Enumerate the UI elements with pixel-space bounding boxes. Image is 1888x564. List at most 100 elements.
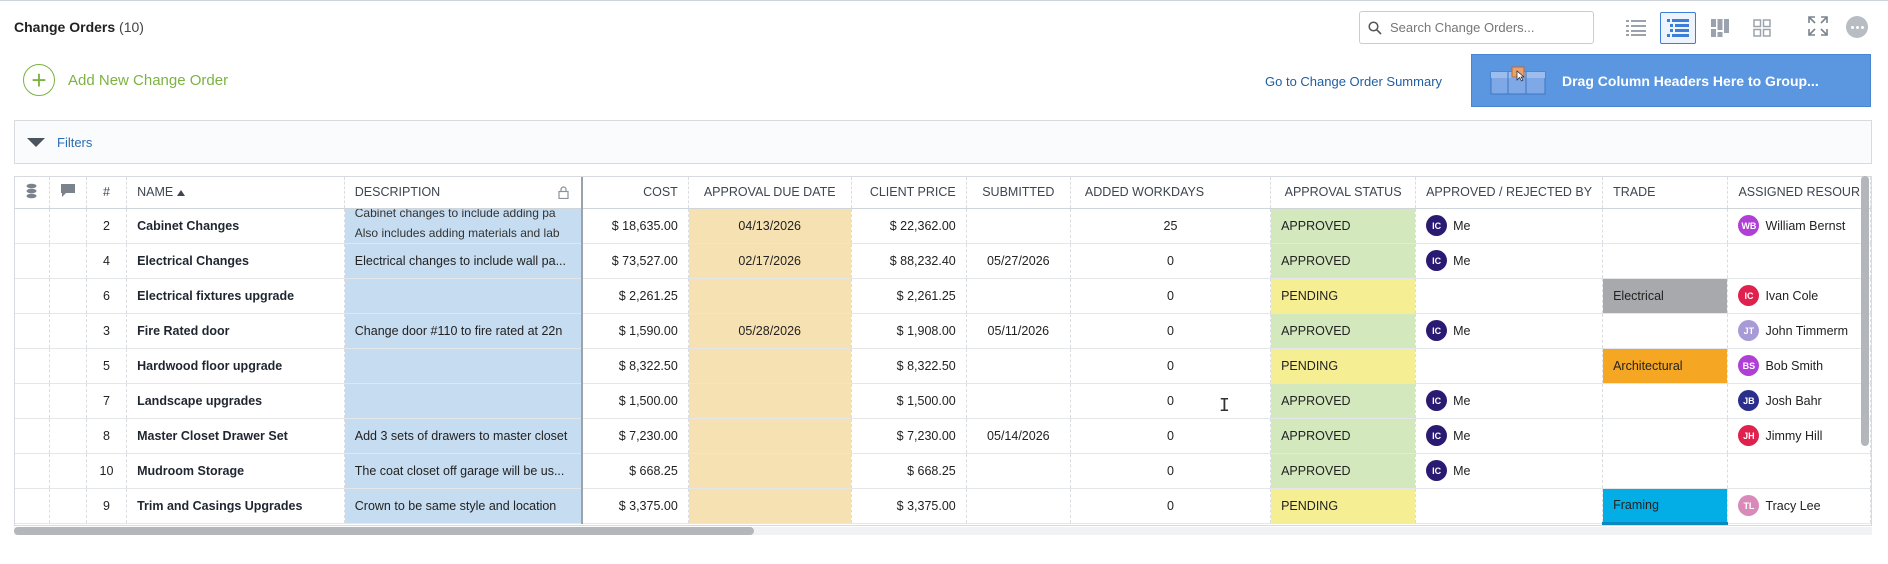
column-header-approved-rejected-by[interactable]: APPROVED / REJECTED BY: [1415, 177, 1604, 209]
table-row[interactable]: 3 Fire Rated door Change door #110 to fire…: [15, 313, 1871, 349]
client-price-cell[interactable]: $ 1,500.00: [851, 383, 967, 419]
client-price-cell[interactable]: $ 1,908.00: [851, 313, 967, 349]
name-cell[interactable]: Mudroom Storage: [126, 453, 345, 489]
list-view-button[interactable]: [1618, 12, 1654, 44]
trade-cell[interactable]: Framing: [1602, 488, 1729, 525]
description-cell[interactable]: The coat closet off garage will be us...: [344, 453, 583, 489]
description-cell[interactable]: Electrical changes to include wall pa...: [344, 243, 583, 279]
approval-due-date-cell[interactable]: [688, 453, 852, 489]
name-cell[interactable]: Electrical Changes: [126, 243, 345, 279]
assigned-resource-cell[interactable]: IC Ivan Cole: [1727, 278, 1871, 314]
comment-cell[interactable]: [49, 208, 87, 244]
approval-status-cell[interactable]: PENDING: [1270, 278, 1417, 314]
description-cell[interactable]: [344, 383, 583, 419]
description-cell[interactable]: [344, 348, 583, 384]
trade-cell[interactable]: [1602, 453, 1729, 489]
client-price-cell[interactable]: $ 88,232.40: [851, 243, 967, 279]
approval-status-cell[interactable]: APPROVED: [1270, 453, 1417, 489]
column-header-client-price[interactable]: CLIENT PRICE: [851, 177, 967, 209]
added-workdays-cell[interactable]: 0: [1070, 383, 1272, 419]
cost-cell[interactable]: $ 2,261.25: [581, 278, 689, 314]
group-by-drop-zone[interactable]: Drag Column Headers Here to Group...: [1471, 54, 1871, 107]
cost-cell[interactable]: $ 73,527.00: [581, 243, 689, 279]
add-change-order-button[interactable]: + Add New Change Order: [23, 64, 228, 96]
table-row[interactable]: 6 Electrical fixtures upgrade $ 2,261.25 $ …: [15, 278, 1871, 314]
board-view-button[interactable]: [1702, 12, 1738, 44]
submitted-cell[interactable]: 05/14/2026: [966, 418, 1071, 454]
submitted-cell[interactable]: [966, 488, 1071, 524]
approval-due-date-cell[interactable]: [688, 278, 852, 314]
trade-cell[interactable]: [1602, 313, 1729, 349]
cost-cell[interactable]: $ 3,375.00: [581, 488, 689, 524]
description-cell[interactable]: Change door #110 to fire rated at 22n: [344, 313, 583, 349]
comment-cell[interactable]: [49, 488, 87, 524]
submitted-cell[interactable]: [966, 453, 1071, 489]
table-row[interactable]: 7 Landscape upgrades $ 1,500.00 $ 1,500.00 0…: [15, 383, 1871, 419]
added-workdays-cell[interactable]: 0: [1070, 418, 1272, 454]
approved-by-cell[interactable]: [1415, 488, 1604, 524]
table-row[interactable]: 8 Master Closet Drawer Set Add 3 sets of d…: [15, 418, 1871, 454]
comment-cell[interactable]: [49, 383, 87, 419]
approval-status-cell[interactable]: PENDING: [1270, 488, 1417, 524]
approval-status-cell[interactable]: PENDING: [1270, 348, 1417, 384]
comment-cell[interactable]: [49, 278, 87, 314]
approved-by-cell[interactable]: IC Me: [1415, 453, 1604, 489]
table-row[interactable]: 10 Mudroom Storage The coat closet off gar…: [15, 453, 1871, 489]
column-header-approval-status[interactable]: APPROVAL STATUS: [1270, 177, 1417, 209]
added-workdays-cell[interactable]: 0: [1070, 278, 1272, 314]
added-workdays-cell[interactable]: 0: [1070, 313, 1272, 349]
description-cell[interactable]: Cabinet changes to include adding pa Also…: [344, 208, 583, 244]
submitted-cell[interactable]: [966, 278, 1071, 314]
horizontal-scrollbar-track[interactable]: [14, 527, 1872, 535]
change-order-summary-link[interactable]: Go to Change Order Summary: [1265, 74, 1443, 89]
filters-bar[interactable]: Filters: [14, 120, 1872, 164]
approved-by-cell[interactable]: IC Me: [1415, 383, 1604, 419]
approved-by-cell[interactable]: [1415, 278, 1604, 314]
cost-cell[interactable]: $ 1,590.00: [581, 313, 689, 349]
approved-by-cell[interactable]: IC Me: [1415, 313, 1604, 349]
approval-due-date-cell[interactable]: 05/28/2026: [688, 313, 852, 349]
horizontal-scrollbar-thumb[interactable]: [14, 527, 754, 535]
approval-status-cell[interactable]: APPROVED: [1270, 208, 1417, 244]
comment-cell[interactable]: [49, 418, 87, 454]
vertical-scrollbar[interactable]: [1861, 176, 1869, 446]
search-box[interactable]: [1359, 11, 1594, 44]
added-workdays-cell[interactable]: 0: [1070, 453, 1272, 489]
client-price-cell[interactable]: $ 8,322.50: [851, 348, 967, 384]
approval-due-date-cell[interactable]: 02/17/2026: [688, 243, 852, 279]
column-header-indicators[interactable]: [15, 177, 50, 209]
search-input[interactable]: [1390, 20, 1580, 35]
trade-cell[interactable]: [1602, 418, 1729, 454]
assigned-resource-cell[interactable]: [1727, 453, 1871, 489]
table-row[interactable]: 2 Cabinet Changes Cabinet changes to inclu…: [15, 208, 1871, 244]
name-cell[interactable]: Fire Rated door: [126, 313, 345, 349]
approved-by-cell[interactable]: IC Me: [1415, 418, 1604, 454]
column-header-submitted[interactable]: SUBMITTED: [966, 177, 1071, 209]
submitted-cell[interactable]: [966, 348, 1071, 384]
assigned-resource-cell[interactable]: JH Jimmy Hill: [1727, 418, 1871, 454]
comment-cell[interactable]: [49, 453, 87, 489]
approval-due-date-cell[interactable]: [688, 348, 852, 384]
fullscreen-button[interactable]: [1808, 16, 1828, 41]
cost-cell[interactable]: $ 1,500.00: [581, 383, 689, 419]
approval-due-date-cell[interactable]: [688, 488, 852, 524]
approval-status-cell[interactable]: APPROVED: [1270, 418, 1417, 454]
submitted-cell[interactable]: [966, 383, 1071, 419]
added-workdays-cell[interactable]: 25: [1070, 208, 1272, 244]
cost-cell[interactable]: $ 668.25: [581, 453, 689, 489]
assigned-resource-cell[interactable]: JT John Timmerm: [1727, 313, 1871, 349]
trade-cell[interactable]: Electrical: [1602, 278, 1729, 314]
name-cell[interactable]: Cabinet Changes: [126, 208, 345, 244]
table-row[interactable]: 9 Trim and Casings Upgrades Crown to be sa…: [15, 488, 1871, 525]
description-cell[interactable]: [344, 278, 583, 314]
cost-cell[interactable]: $ 7,230.00: [581, 418, 689, 454]
name-cell[interactable]: Hardwood floor upgrade: [126, 348, 345, 384]
submitted-cell[interactable]: 05/27/2026: [966, 243, 1071, 279]
approval-status-cell[interactable]: APPROVED: [1270, 383, 1417, 419]
column-header-number[interactable]: #: [86, 177, 128, 209]
trade-cell[interactable]: Architectural: [1602, 348, 1729, 384]
column-header-name[interactable]: NAME: [126, 177, 345, 209]
client-price-cell[interactable]: $ 7,230.00: [851, 418, 967, 454]
column-header-assigned-resource[interactable]: ASSIGNED RESOUR: [1727, 177, 1871, 209]
grid-view-button[interactable]: [1660, 12, 1696, 44]
